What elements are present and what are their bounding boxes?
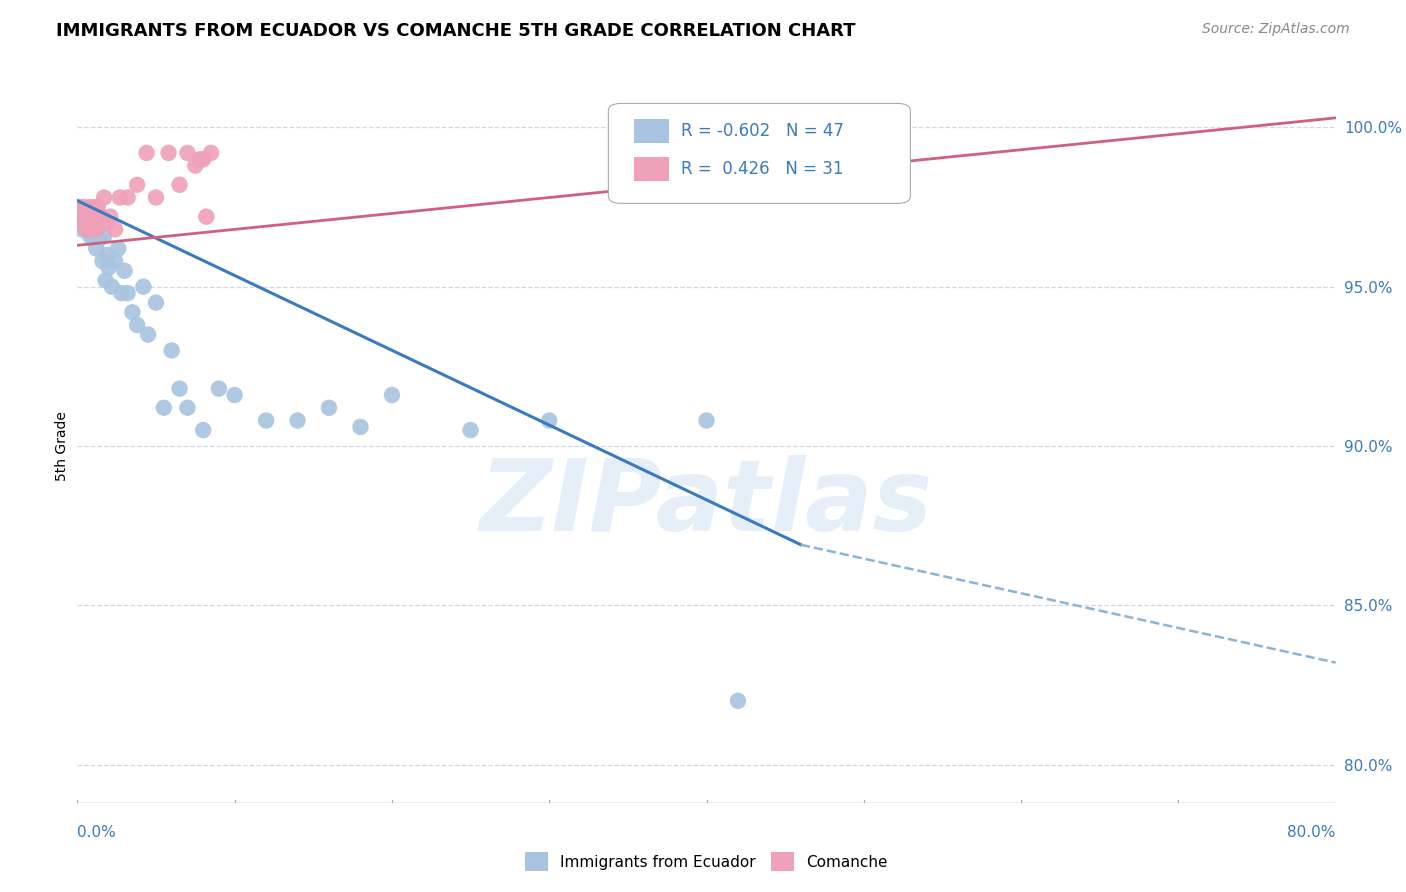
Point bbox=[90, 210, 112, 224]
Point bbox=[195, 210, 218, 224]
Point bbox=[136, 327, 159, 342]
Point bbox=[157, 145, 180, 160]
Point bbox=[184, 159, 207, 173]
Point bbox=[318, 401, 340, 415]
Point bbox=[67, 200, 90, 214]
Point bbox=[96, 216, 118, 230]
Point bbox=[76, 222, 98, 236]
Point bbox=[90, 210, 112, 224]
Text: 0.0%: 0.0% bbox=[77, 825, 117, 840]
Point bbox=[94, 273, 117, 287]
Point bbox=[91, 254, 114, 268]
Point bbox=[79, 200, 101, 214]
Point bbox=[287, 413, 309, 427]
Point bbox=[87, 200, 110, 214]
Text: R = -0.602   N = 47: R = -0.602 N = 47 bbox=[682, 122, 844, 140]
Point bbox=[77, 210, 100, 224]
Point bbox=[67, 216, 90, 230]
Point bbox=[77, 210, 100, 224]
Point bbox=[98, 210, 121, 224]
Point bbox=[160, 343, 183, 358]
Point bbox=[84, 242, 107, 256]
Point bbox=[72, 210, 94, 224]
Point bbox=[79, 228, 101, 243]
Point bbox=[460, 423, 482, 437]
Point bbox=[82, 232, 104, 246]
Point bbox=[538, 413, 561, 427]
Point bbox=[69, 200, 91, 214]
Point bbox=[107, 242, 129, 256]
Point bbox=[82, 210, 104, 224]
Bar bbox=[634, 157, 669, 181]
Point bbox=[101, 279, 124, 293]
Point bbox=[104, 222, 127, 236]
Point bbox=[224, 388, 246, 402]
Point bbox=[76, 203, 98, 218]
Text: IMMIGRANTS FROM ECUADOR VS COMANCHE 5TH GRADE CORRELATION CHART: IMMIGRANTS FROM ECUADOR VS COMANCHE 5TH … bbox=[56, 22, 856, 40]
Point bbox=[83, 216, 105, 230]
Point bbox=[727, 694, 749, 708]
Point bbox=[93, 190, 115, 204]
Point bbox=[381, 388, 404, 402]
Legend: Immigrants from Ecuador, Comanche: Immigrants from Ecuador, Comanche bbox=[519, 847, 894, 877]
Point bbox=[188, 153, 211, 167]
Point bbox=[254, 413, 277, 427]
Point bbox=[176, 145, 198, 160]
Point bbox=[75, 222, 97, 236]
Point bbox=[153, 401, 176, 415]
Point bbox=[127, 178, 149, 192]
Point bbox=[200, 145, 222, 160]
Point bbox=[87, 222, 110, 236]
Point bbox=[93, 228, 115, 243]
Point bbox=[75, 216, 97, 230]
Point bbox=[80, 222, 103, 236]
Point bbox=[110, 286, 132, 301]
Point bbox=[84, 222, 107, 236]
Point bbox=[104, 254, 127, 268]
Point bbox=[135, 145, 157, 160]
Point bbox=[191, 153, 215, 167]
Point bbox=[80, 203, 103, 218]
Point bbox=[208, 382, 231, 396]
Point bbox=[191, 423, 215, 437]
Text: ZIPatlas: ZIPatlas bbox=[479, 455, 934, 551]
Text: 80.0%: 80.0% bbox=[1288, 825, 1336, 840]
Y-axis label: 5th Grade: 5th Grade bbox=[55, 411, 69, 481]
Point bbox=[70, 222, 93, 236]
Point bbox=[72, 200, 94, 214]
Point bbox=[121, 305, 143, 319]
Point bbox=[696, 413, 718, 427]
Point bbox=[83, 200, 105, 214]
Point bbox=[145, 295, 167, 310]
Point bbox=[349, 420, 371, 434]
Point bbox=[70, 210, 93, 224]
Point bbox=[97, 260, 120, 275]
Point bbox=[96, 248, 118, 262]
Point bbox=[176, 401, 198, 415]
Point bbox=[89, 232, 111, 246]
Point bbox=[169, 382, 191, 396]
Text: Source: ZipAtlas.com: Source: ZipAtlas.com bbox=[1202, 22, 1350, 37]
Point bbox=[145, 190, 167, 204]
Point bbox=[117, 286, 139, 301]
Text: R =  0.426   N = 31: R = 0.426 N = 31 bbox=[682, 160, 844, 178]
Point bbox=[117, 190, 139, 204]
Point bbox=[108, 190, 131, 204]
Point bbox=[127, 318, 149, 332]
Point bbox=[169, 178, 191, 192]
Point bbox=[114, 264, 136, 278]
FancyBboxPatch shape bbox=[609, 103, 910, 203]
Point bbox=[69, 216, 91, 230]
Bar bbox=[634, 120, 669, 143]
Point bbox=[132, 279, 155, 293]
